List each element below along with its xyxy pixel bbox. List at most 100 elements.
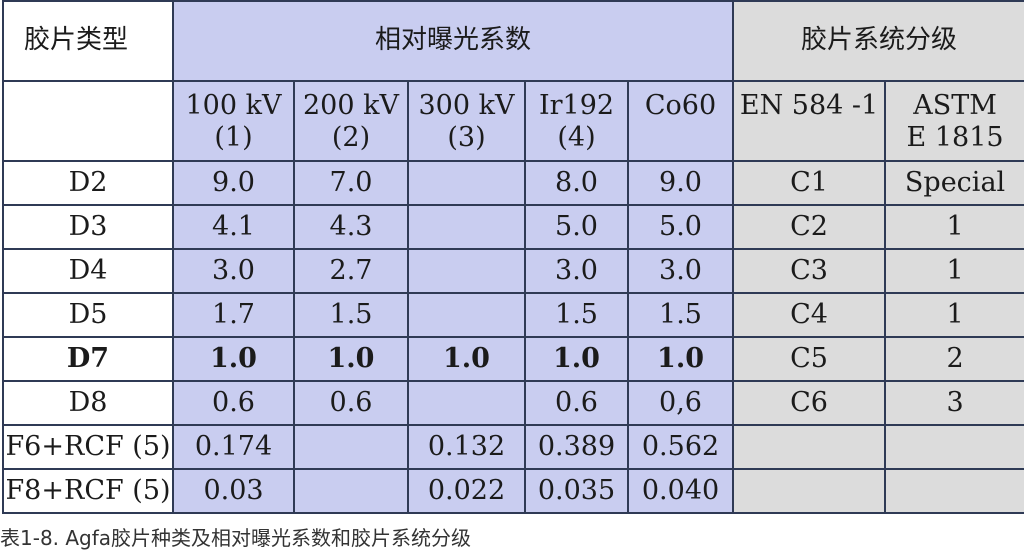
value-co60: 3.0	[626, 248, 735, 294]
film-type-cell: F6+RCF (5)	[2, 424, 174, 470]
value-100kv: 1.7	[172, 292, 295, 338]
value-co60: 1.5	[626, 292, 735, 338]
subheader-ir192-line1: Ir192	[538, 90, 615, 121]
value-100kv: 9.0	[172, 160, 295, 206]
value-300kv	[407, 204, 526, 250]
value-astm	[884, 424, 1024, 470]
value-200kv: 4.3	[293, 204, 409, 250]
table-row: D3 4.1 4.3 5.0 5.0 C2 1	[2, 204, 1024, 250]
value-100kv: 3.0	[172, 248, 295, 294]
value-300kv: 1.0	[407, 336, 526, 382]
value-100kv: 0.174	[172, 424, 295, 470]
value-300kv	[407, 248, 526, 294]
value-100kv: 0.03	[172, 468, 295, 514]
subheader-astm-line1: ASTM	[913, 90, 997, 121]
value-co60: 9.0	[626, 160, 735, 206]
value-100kv: 1.0	[172, 336, 295, 382]
value-co60: 0.562	[626, 424, 735, 470]
subheader-co60: Co60	[626, 80, 735, 162]
value-ir192: 0.6	[524, 380, 629, 426]
value-astm: 1	[884, 204, 1024, 250]
value-en584: C6	[732, 380, 887, 426]
value-300kv: 0.022	[407, 468, 526, 514]
value-200kv: 7.0	[293, 160, 409, 206]
subheader-300kv: 300 kV (3)	[407, 80, 526, 162]
value-ir192: 8.0	[524, 160, 629, 206]
value-en584: C1	[732, 160, 887, 206]
value-ir192: 1.5	[524, 292, 629, 338]
value-300kv	[407, 380, 526, 426]
film-type-cell: D5	[2, 292, 174, 338]
subheader-en584: EN 584 -1	[732, 80, 887, 162]
value-astm: Special	[884, 160, 1024, 206]
value-en584: C4	[732, 292, 887, 338]
film-type-cell: D2	[2, 160, 174, 206]
value-200kv: 1.0	[293, 336, 409, 382]
value-300kv	[407, 292, 526, 338]
value-ir192: 0.389	[524, 424, 629, 470]
subheader-row: 100 kV (1) 200 kV (2) 300 kV (3) Ir192 (4) C…	[2, 80, 1024, 162]
subheader-en584-line1: EN 584 -1	[739, 90, 879, 121]
value-100kv: 0.6	[172, 380, 295, 426]
relative-exposure-header: 相对曝光系数	[171, 0, 735, 82]
table-row: F8+RCF (5) 0.03 0.022 0.035 0.040	[2, 468, 1024, 514]
subheader-200kv: 200 kV (2)	[293, 80, 409, 162]
value-200kv: 1.5	[293, 292, 409, 338]
value-300kv	[407, 160, 526, 206]
value-ir192: 1.0	[524, 336, 629, 382]
value-200kv: 0.6	[293, 380, 409, 426]
value-en584	[732, 468, 887, 514]
value-astm: 2	[884, 336, 1024, 382]
table-row: D2 9.0 7.0 8.0 9.0 C1 Special	[2, 160, 1024, 206]
subheader-co60-line1: Co60	[644, 90, 717, 121]
subheader-astm-line2: E 1815	[906, 122, 1004, 154]
table-row: D7 1.0 1.0 1.0 1.0 1.0 C5 2	[2, 336, 1024, 382]
value-co60: 0.040	[626, 468, 735, 514]
table-caption: 表1-8. Agfa胶片种类及相对曝光系数和胶片系统分级	[0, 526, 472, 550]
value-en584: C2	[732, 204, 887, 250]
value-ir192: 3.0	[524, 248, 629, 294]
value-astm: 3	[884, 380, 1024, 426]
classification-header: 胶片系统分级	[732, 0, 1024, 82]
table-row: F6+RCF (5) 0.174 0.132 0.389 0.562	[2, 424, 1024, 470]
value-en584	[732, 424, 887, 470]
film-type-cell: D8	[2, 380, 174, 426]
value-co60: 5.0	[626, 204, 735, 250]
value-en584: C5	[732, 336, 887, 382]
film-type-cell: D7	[2, 336, 174, 382]
value-astm	[884, 468, 1024, 514]
value-astm: 1	[884, 292, 1024, 338]
subheader-100kv: 100 kV (1)	[172, 80, 295, 162]
value-200kv	[293, 468, 409, 514]
table-row: D4 3.0 2.7 3.0 3.0 C3 1	[2, 248, 1024, 294]
subheader-200kv-line2: (2)	[331, 122, 371, 154]
value-ir192: 0.035	[524, 468, 629, 514]
table-row: D8 0.6 0.6 0.6 0,6 C6 3	[2, 380, 1024, 426]
subheader-100kv-line1: 100 kV	[185, 90, 282, 121]
value-astm: 1	[884, 248, 1024, 294]
value-en584: C3	[732, 248, 887, 294]
value-100kv: 4.1	[172, 204, 295, 250]
value-200kv: 2.7	[293, 248, 409, 294]
value-200kv	[293, 424, 409, 470]
subheader-ir192: Ir192 (4)	[524, 80, 629, 162]
value-co60: 1.0	[626, 336, 735, 382]
subheader-astm: ASTM E 1815	[884, 80, 1024, 162]
value-300kv: 0.132	[407, 424, 526, 470]
subheader-300kv-line1: 300 kV	[418, 90, 515, 121]
subheader-ir192-line2: (4)	[557, 122, 596, 154]
table-row: D5 1.7 1.5 1.5 1.5 C4 1	[2, 292, 1024, 338]
film-type-cell: D3	[2, 204, 174, 250]
value-ir192: 5.0	[524, 204, 629, 250]
value-co60: 0,6	[626, 380, 735, 426]
film-table: 胶片类型 相对曝光系数 胶片系统分级 100 kV (1) 200 kV (2) 3…	[2, 0, 1024, 514]
film-type-header: 胶片类型	[2, 0, 174, 82]
film-type-cell: D4	[2, 248, 174, 294]
subheader-200kv-line1: 200 kV	[303, 90, 399, 121]
subheader-300kv-line2: (3)	[447, 122, 486, 154]
header-row: 胶片类型 相对曝光系数 胶片系统分级	[2, 0, 1024, 82]
subheader-100kv-line2: (1)	[214, 122, 253, 154]
film-table-container: 胶片类型 相对曝光系数 胶片系统分级 100 kV (1) 200 kV (2) 3…	[2, 0, 1024, 514]
subheader-empty	[2, 80, 174, 162]
film-type-cell: F8+RCF (5)	[2, 468, 174, 514]
